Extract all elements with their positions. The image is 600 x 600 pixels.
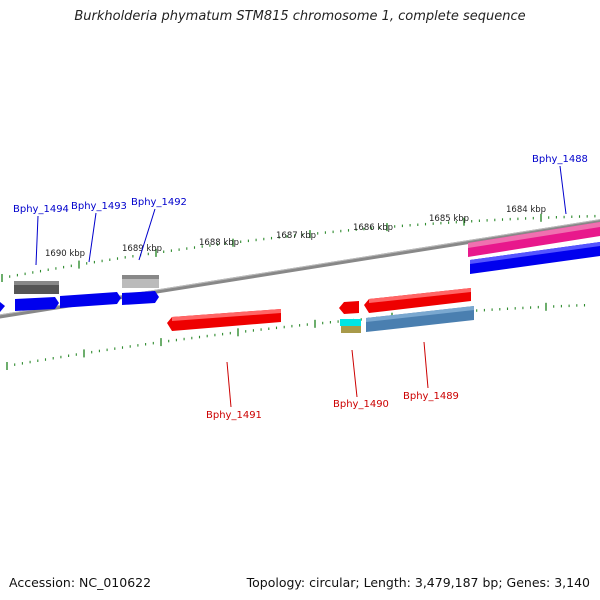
gene-bphy-1494[interactable]	[15, 297, 59, 311]
gene-label[interactable]: Bphy_1490	[333, 399, 389, 410]
gene-bphy-1490-cyan[interactable]	[340, 319, 361, 326]
plus-strand-genes	[0, 222, 600, 312]
accession-text: Accession: NC_010622	[9, 575, 152, 590]
map-title: Burkholderia phymatum STM815 chromosome …	[74, 9, 526, 24]
inner-tick-row	[6, 302, 586, 370]
minus-strand-genes	[167, 288, 474, 333]
gene-label[interactable]: Bphy_1488	[532, 154, 588, 165]
ruler-label: 1688 kbp	[199, 238, 239, 248]
gene-arrow-left-partial[interactable]	[0, 302, 5, 312]
topology-text: Topology: circular; Length: 3,479,187 bp…	[246, 575, 590, 590]
gene-label[interactable]: Bphy_1493	[71, 201, 127, 212]
leader-lines	[35, 165, 567, 408]
gene-label[interactable]: Bphy_1494	[13, 204, 69, 215]
gene-bphy-1493[interactable]	[60, 292, 121, 308]
gene-bphy-1492[interactable]	[122, 291, 159, 305]
gene-bphy-1490[interactable]	[339, 301, 359, 314]
ruler-label: 1686 kbp	[353, 223, 393, 233]
gene-label[interactable]: Bphy_1492	[131, 197, 187, 208]
outer-tick-row	[1, 213, 596, 282]
ruler-label: 1684 kbp	[506, 205, 546, 215]
gene-label[interactable]: Bphy_1489	[403, 391, 459, 402]
ruler-label: 1685 kbp	[429, 214, 469, 224]
gene-labels: Bphy_1494 Bphy_1493 Bphy_1492 Bphy_1488 …	[13, 154, 588, 421]
gene-bphy-1490-olive[interactable]	[341, 326, 361, 333]
ruler-label: 1690 kbp	[45, 249, 85, 259]
ruler-label: 1687 kbp	[276, 231, 316, 241]
gene-label[interactable]: Bphy_1491	[206, 410, 262, 421]
